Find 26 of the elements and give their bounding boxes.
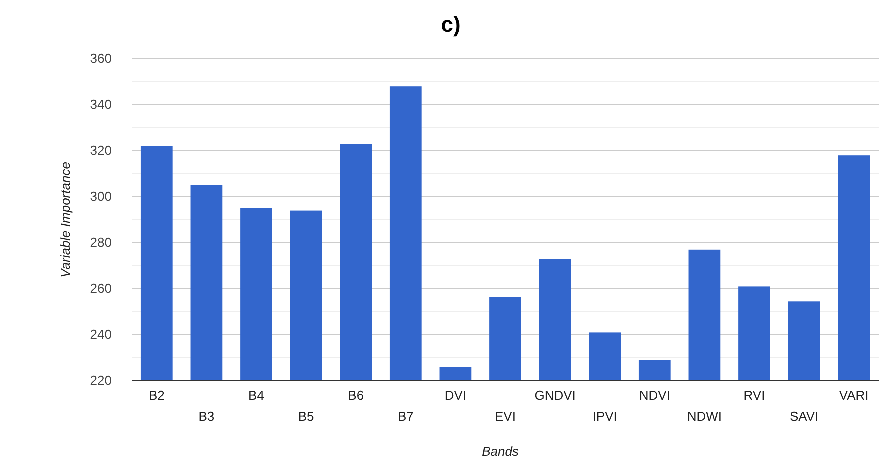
x-tick-label: SAVI (790, 408, 819, 424)
x-tick-label: GNDVI (534, 388, 576, 404)
y-tick-label: 280 (90, 235, 112, 250)
x-tick-label: B2 (148, 388, 165, 404)
x-tick-label: DVI (444, 388, 467, 404)
x-tick-label: NDVI (639, 388, 670, 404)
y-tick-label: 320 (90, 143, 112, 158)
x-tick-label: B5 (298, 408, 314, 424)
y-tick-label: 340 (90, 97, 112, 112)
x-tick-label: B4 (248, 388, 264, 404)
x-axis-title: Bands (482, 444, 520, 459)
chart-title: c) (441, 12, 461, 37)
y-axis-title: Variable Importance (58, 162, 73, 278)
x-tick-label: IPVI (592, 408, 618, 424)
x-tick-label: NDWI (687, 408, 722, 424)
y-tick-label: 300 (90, 189, 112, 204)
x-tick-label: B6 (348, 388, 364, 404)
x-tick-label: B7 (398, 408, 414, 424)
x-tick-label: EVI (495, 408, 516, 424)
x-tick-label: B3 (198, 408, 215, 424)
y-tick-label: 240 (90, 327, 112, 342)
y-tick-label: 220 (90, 373, 112, 388)
x-tick-label: RVI (744, 388, 766, 404)
y-tick-label: 360 (90, 51, 112, 66)
x-tick-label: VARI (839, 388, 869, 404)
y-tick-label: 260 (90, 281, 112, 296)
